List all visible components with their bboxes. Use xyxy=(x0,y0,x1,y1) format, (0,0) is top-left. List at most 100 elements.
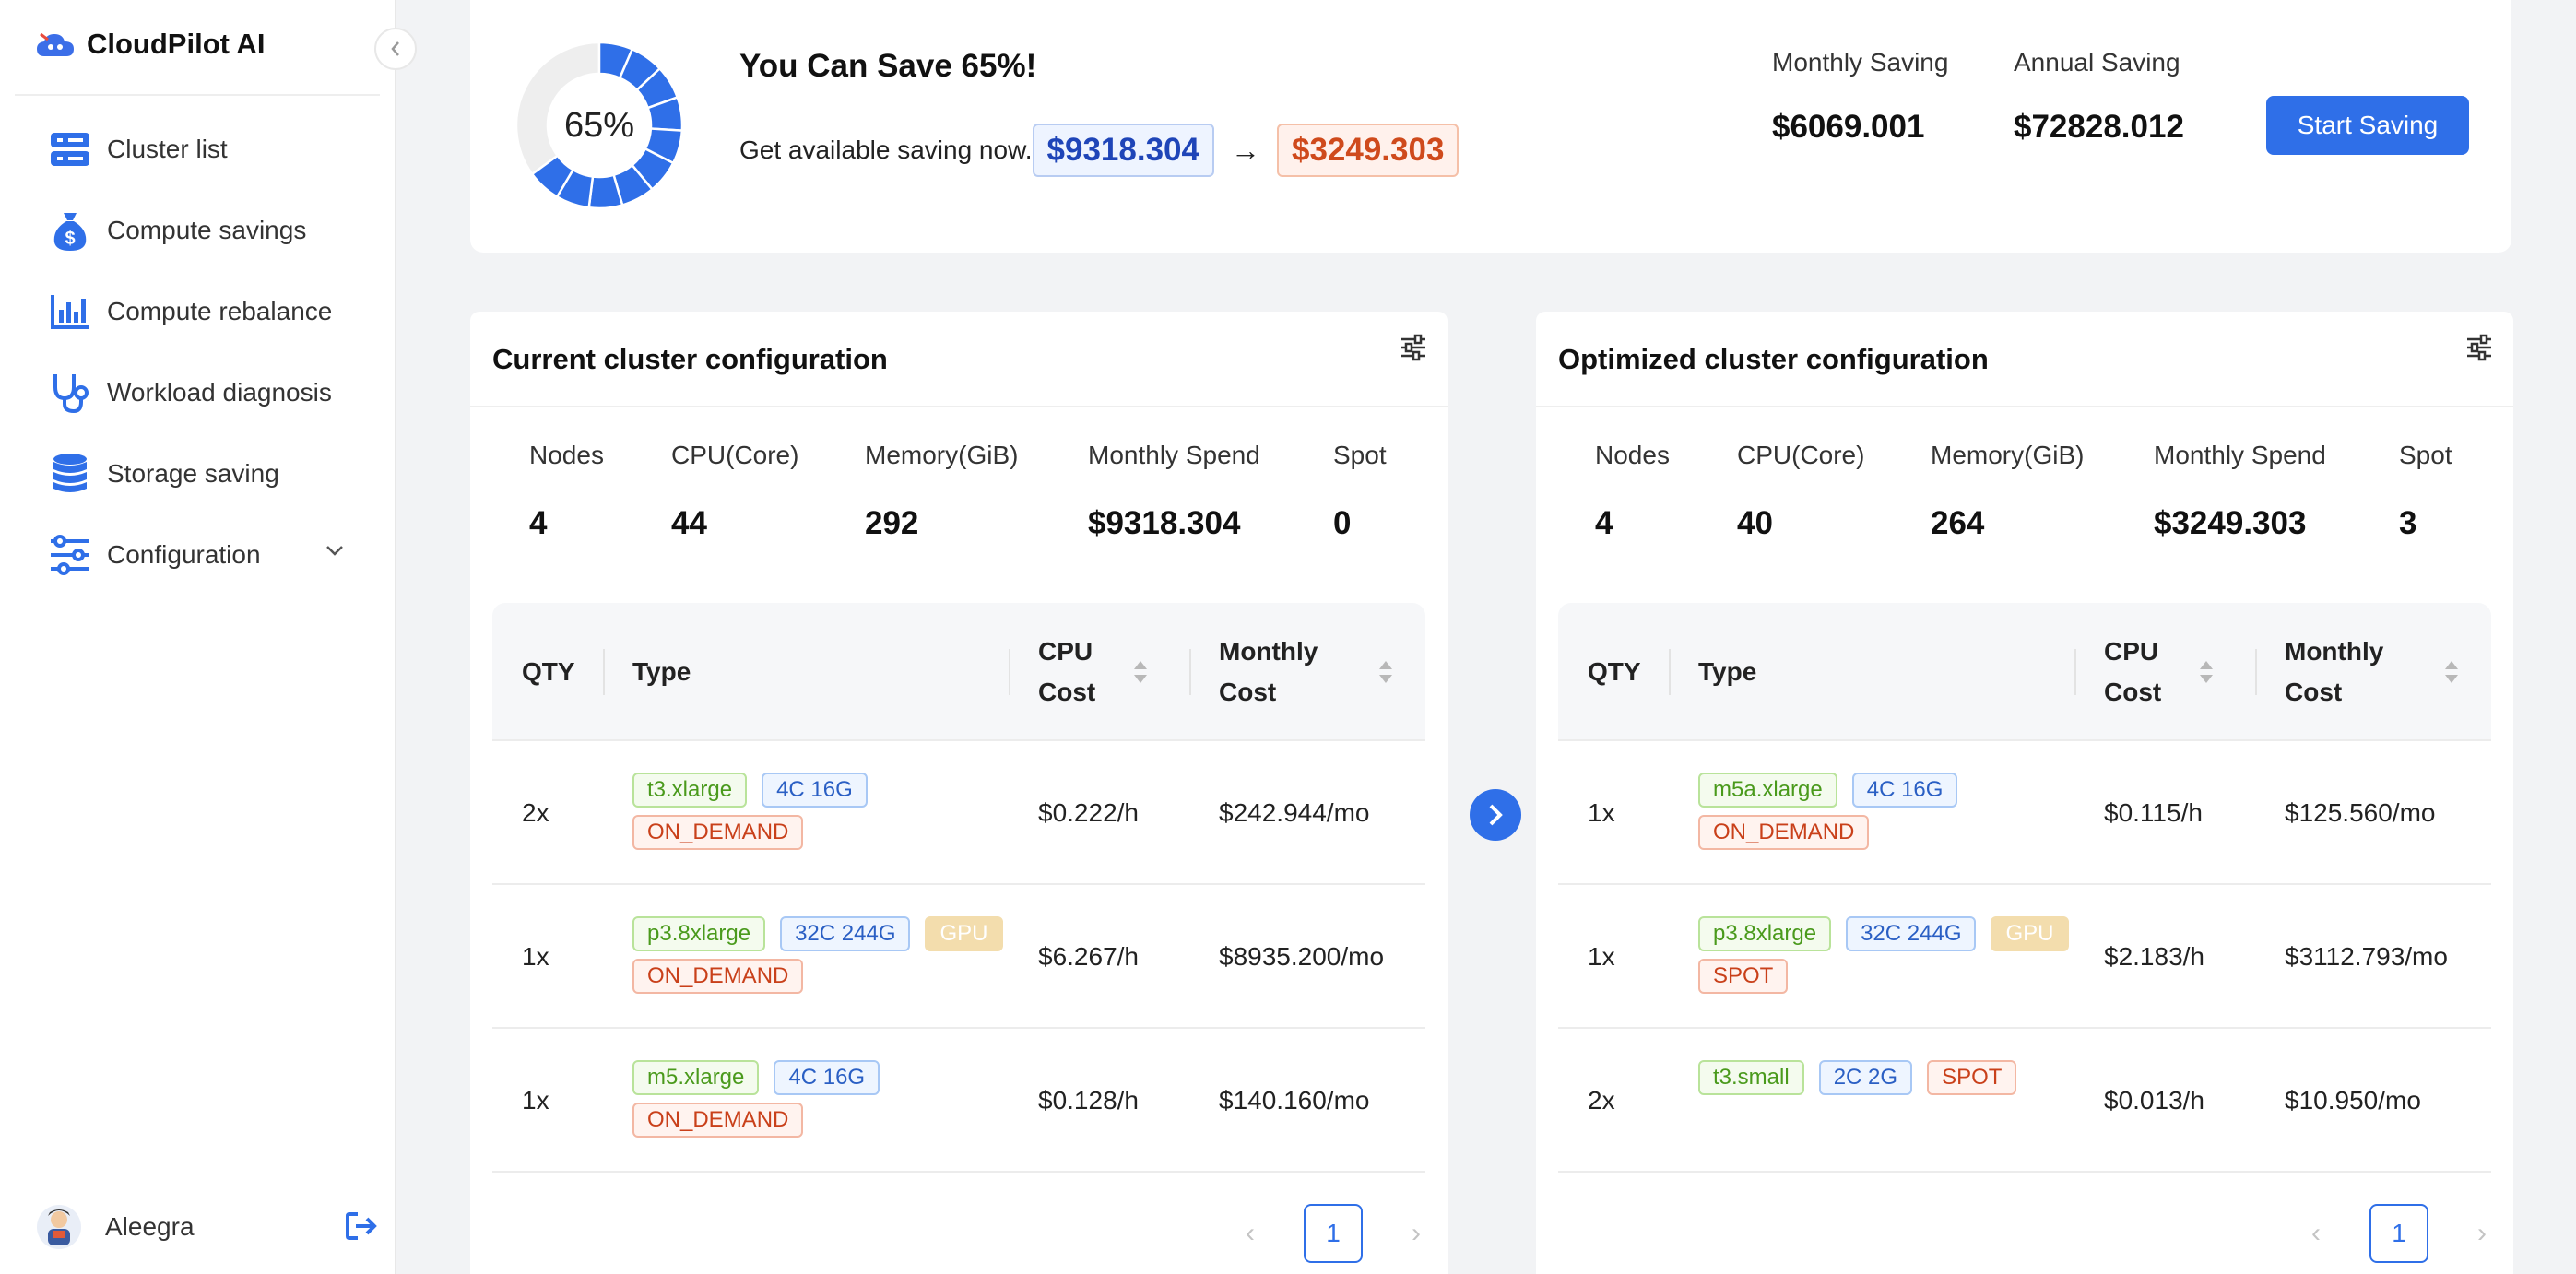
metric-value: 44 xyxy=(671,505,707,541)
instance-tag: m5.xlarge xyxy=(632,1060,760,1095)
sidebar-item-workload-diagnosis[interactable]: Workload diagnosis xyxy=(0,352,396,433)
server-icon xyxy=(48,127,92,171)
instance-tag: ON_DEMAND xyxy=(632,815,804,850)
sidebar-item-storage-saving[interactable]: Storage saving xyxy=(0,433,396,514)
metric-value: 3 xyxy=(2399,505,2417,541)
chevron-left-icon xyxy=(391,41,399,56)
pagination: ‹ 1 › xyxy=(1232,1204,1435,1263)
start-saving-button[interactable]: Start Saving xyxy=(2266,96,2469,155)
monthly-saving-label: Monthly Saving xyxy=(1772,48,1949,77)
metric-label: CPU(Core) xyxy=(671,441,799,469)
settings-sliders-icon[interactable] xyxy=(2465,334,2493,361)
user-profile: Aleegra xyxy=(37,1202,378,1252)
header-line: Cost xyxy=(1219,678,1277,706)
svg-text:$: $ xyxy=(65,229,75,249)
divider xyxy=(1189,649,1191,695)
instance-tag: p3.8xlarge xyxy=(1698,916,1832,951)
header-line: Cost xyxy=(2104,678,2162,706)
type-cell: t3.small 2C 2G SPOT xyxy=(1698,1060,2086,1095)
monthly-cost-cell: $140.160/mo xyxy=(1219,1086,1370,1115)
monthly-cost-cell: $242.944/mo xyxy=(1219,798,1370,827)
metric-label: Memory(GiB) xyxy=(1931,441,2085,469)
optimized-spend-badge: $3249.303 xyxy=(1276,124,1459,177)
node-table: QTY Type CPU Cost Monthly Cost 2x t3.xlarge… xyxy=(492,603,1425,1173)
monthly-cost-cell: $125.560/mo xyxy=(2285,798,2436,827)
sidebar: CloudPilot AI Cluster list $ Compute sav… xyxy=(0,0,396,1274)
instance-tag: ON_DEMAND xyxy=(632,959,804,994)
header-line: CPU xyxy=(2104,637,2159,666)
next-page-icon[interactable]: › xyxy=(1412,1218,1421,1248)
instance-tag: p3.8xlarge xyxy=(632,916,766,951)
divider xyxy=(1536,406,2513,407)
avatar[interactable] xyxy=(37,1205,81,1249)
metric-value: 264 xyxy=(1931,505,1985,541)
sidebar-item-configuration[interactable]: Configuration xyxy=(0,514,396,596)
column-header-type[interactable]: Type xyxy=(1698,657,1757,686)
apply-optimization-button[interactable] xyxy=(1470,789,1521,841)
page-number[interactable]: 1 xyxy=(1304,1204,1363,1263)
metric-value: 4 xyxy=(1595,505,1613,541)
monthly-cost-cell: $8935.200/mo xyxy=(1219,942,1385,971)
monthly-saving-stat: Monthly Saving $6069.001 xyxy=(1772,48,1948,146)
header-line: Monthly xyxy=(1219,637,1318,666)
metric-value: 292 xyxy=(865,505,919,541)
brand-name: CloudPilot AI xyxy=(87,28,266,60)
sidebar-item-label: Workload diagnosis xyxy=(107,378,332,407)
logout-icon[interactable] xyxy=(345,1211,378,1241)
column-header-qty[interactable]: QTY xyxy=(522,657,575,686)
header-line: Cost xyxy=(2285,678,2343,706)
column-header-monthly-cost[interactable]: Monthly Cost xyxy=(1219,603,1318,741)
sort-icon[interactable] xyxy=(1132,658,1149,686)
instance-tag: 4C 16G xyxy=(774,1060,880,1095)
panel-title: Current cluster configuration xyxy=(492,343,888,375)
chevron-right-icon xyxy=(1489,804,1503,826)
cpu-cost-cell: $0.222/h xyxy=(1038,798,1139,827)
metric-nodes: Nodes 4 xyxy=(1595,441,1670,542)
settings-sliders-icon[interactable] xyxy=(1400,334,1427,361)
instance-tag: 4C 16G xyxy=(762,773,868,808)
cpu-cost-cell: $2.183/h xyxy=(2104,942,2204,971)
column-header-cpu-cost[interactable]: CPU Cost xyxy=(2104,603,2161,741)
donut-remaining-segment xyxy=(514,41,601,176)
sort-icon[interactable] xyxy=(2443,658,2460,686)
chevron-down-icon[interactable] xyxy=(325,544,345,557)
column-header-monthly-cost[interactable]: Monthly Cost xyxy=(2285,603,2383,741)
instance-tag: t3.small xyxy=(1698,1060,1804,1095)
sort-icon[interactable] xyxy=(1377,658,1394,686)
type-cell: t3.xlarge 4C 16G ON_DEMAND xyxy=(632,773,1020,850)
instance-tag: 2C 2G xyxy=(1818,1060,1913,1095)
table-row: 2x t3.small 2C 2G SPOT $0.013/h $10.950/mo xyxy=(1558,1029,2491,1173)
node-table: QTY Type CPU Cost Monthly Cost 1x m5a.xlarg… xyxy=(1558,603,2491,1173)
panel-title: Optimized cluster configuration xyxy=(1558,343,1989,375)
table-row: 1x p3.8xlarge 32C 244G GPU SPOT $2.183/h $3112… xyxy=(1558,885,2491,1029)
metric-label: Spot xyxy=(1333,441,1387,469)
column-header-type[interactable]: Type xyxy=(632,657,691,686)
cloud-logo-icon xyxy=(37,32,74,56)
metric-label: Nodes xyxy=(529,441,604,469)
prev-page-icon[interactable]: ‹ xyxy=(2311,1218,2321,1248)
instance-tag: SPOT xyxy=(1698,959,1789,994)
qty-cell: 2x xyxy=(1588,1086,1615,1115)
sidebar-item-compute-rebalance[interactable]: Compute rebalance xyxy=(0,271,396,352)
metric-value: $3249.303 xyxy=(2154,505,2307,541)
savings-percent-label: 65% xyxy=(563,105,635,145)
column-header-qty[interactable]: QTY xyxy=(1588,657,1641,686)
next-page-icon[interactable]: › xyxy=(2477,1218,2487,1248)
savings-title: You Can Save 65%! xyxy=(739,48,1037,84)
table-header: QTY Type CPU Cost Monthly Cost xyxy=(1558,603,2491,741)
annual-saving-stat: Annual Saving $72828.012 xyxy=(2014,48,2184,146)
type-cell: p3.8xlarge 32C 244G GPU ON_DEMAND xyxy=(632,916,1020,994)
sidebar-item-cluster-list[interactable]: Cluster list xyxy=(0,109,396,190)
column-header-cpu-cost[interactable]: CPU Cost xyxy=(1038,603,1095,741)
brand[interactable]: CloudPilot AI xyxy=(35,26,265,63)
sort-icon[interactable] xyxy=(2198,658,2215,686)
metric-label: Memory(GiB) xyxy=(865,441,1019,469)
monthly-saving-value: $6069.001 xyxy=(1772,109,1925,145)
page-number[interactable]: 1 xyxy=(2369,1204,2428,1263)
sidebar-item-compute-savings[interactable]: $ Compute savings xyxy=(0,190,396,271)
prev-page-icon[interactable]: ‹ xyxy=(1246,1218,1255,1248)
qty-cell: 1x xyxy=(1588,798,1615,827)
metric-value: 40 xyxy=(1737,505,1773,541)
instance-tag: 4C 16G xyxy=(1851,773,1958,808)
collapse-sidebar-button[interactable] xyxy=(374,28,417,70)
